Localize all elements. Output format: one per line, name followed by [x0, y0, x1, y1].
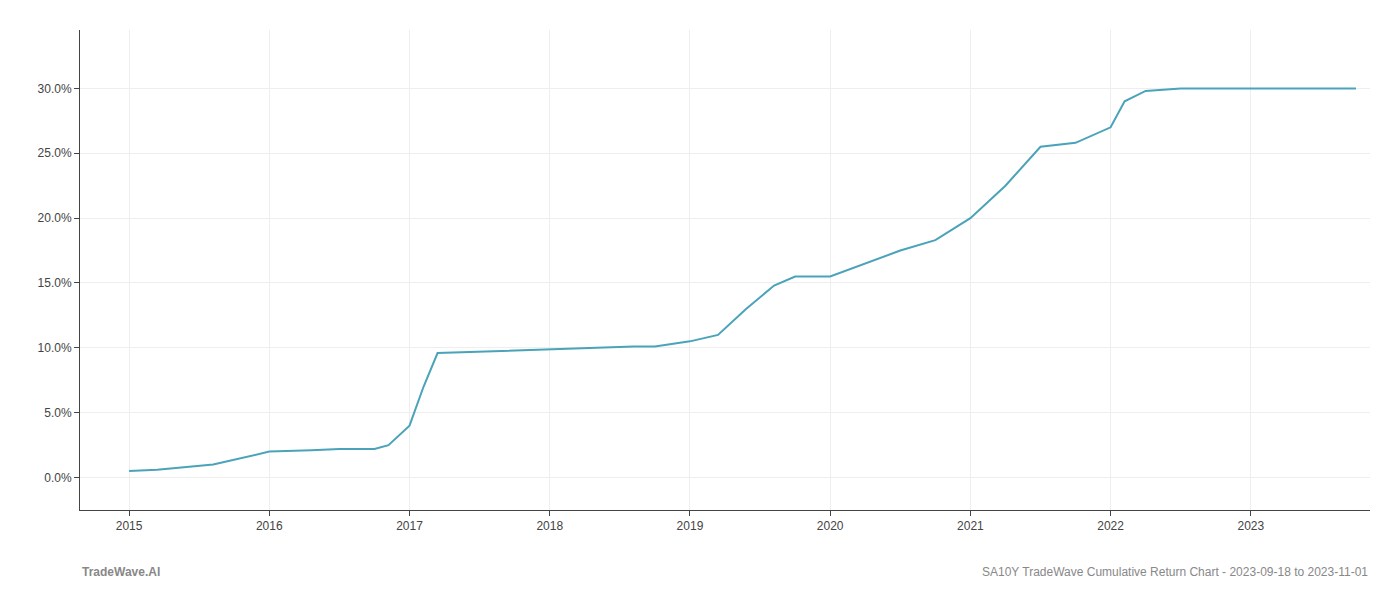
svg-text:15.0%: 15.0%: [38, 276, 72, 290]
svg-text:2021: 2021: [957, 519, 984, 533]
svg-text:2017: 2017: [396, 519, 423, 533]
svg-text:2023: 2023: [1237, 519, 1264, 533]
svg-text:20.0%: 20.0%: [38, 211, 72, 225]
svg-text:0.0%: 0.0%: [44, 471, 72, 485]
svg-text:SA10Y TradeWave Cumulative Ret: SA10Y TradeWave Cumulative Return Chart …: [982, 565, 1368, 579]
svg-text:2016: 2016: [256, 519, 283, 533]
svg-text:2019: 2019: [677, 519, 704, 533]
svg-text:25.0%: 25.0%: [38, 146, 72, 160]
svg-text:2015: 2015: [116, 519, 143, 533]
svg-text:2018: 2018: [536, 519, 563, 533]
svg-text:10.0%: 10.0%: [38, 341, 72, 355]
svg-text:2020: 2020: [817, 519, 844, 533]
svg-text:5.0%: 5.0%: [44, 406, 72, 420]
svg-text:TradeWave.AI: TradeWave.AI: [82, 565, 160, 579]
svg-text:2022: 2022: [1097, 519, 1124, 533]
svg-text:30.0%: 30.0%: [38, 82, 72, 96]
